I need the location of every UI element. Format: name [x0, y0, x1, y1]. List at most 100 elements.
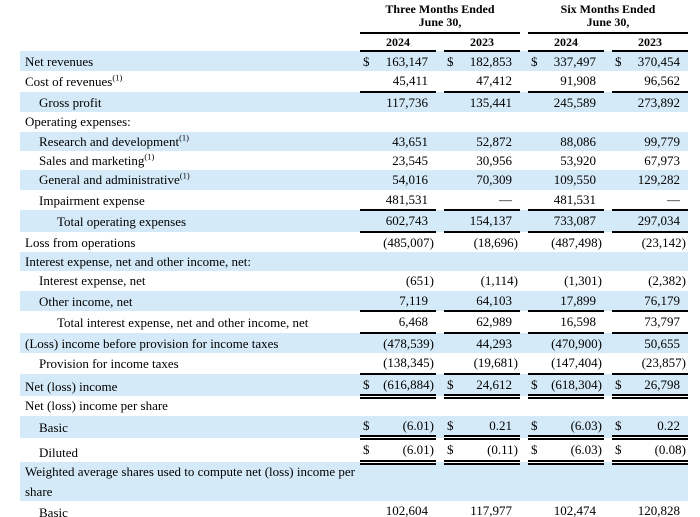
dollar-sign-cell: [612, 332, 626, 354]
amount-cell: 53,920: [560, 153, 596, 169]
column-gap: [604, 131, 612, 152]
dollar-sign-cell: [612, 290, 626, 313]
dollar-sign-cell: [528, 396, 542, 415]
dollar-sign-cell: [360, 151, 374, 170]
amount-cell: 16,598: [542, 311, 604, 334]
income-statement-table: Three Months Ended June 30, Six Months E…: [20, 3, 688, 517]
amount-cell: (19,681): [458, 353, 520, 375]
amount-cell: 17,899: [542, 290, 604, 313]
row-label-text: Operating expenses:: [25, 114, 131, 130]
amount-cell: 0.21: [458, 415, 520, 441]
dollar-sign-cell: [528, 252, 542, 272]
column-gap: [520, 3, 528, 33]
column-gap: [520, 210, 528, 232]
dollar-sign-cell: [444, 462, 458, 501]
column-gap: [520, 232, 528, 252]
table-row: Diluted $ (6.01) $ (0.11) $ (6.03) $ (0.08): [20, 437, 688, 465]
column-gap: [604, 501, 612, 517]
row-label: Net (loss) income per share: [20, 396, 360, 415]
column-gap: [604, 112, 612, 131]
table-row: Gross profit 117,736 135,441 245,589 273,892: [20, 91, 688, 113]
dollar-sign-cell: [444, 71, 458, 93]
column-gap: [520, 170, 528, 190]
row-label: Weighted average shares used to compute …: [20, 462, 360, 501]
footnote-ref: (1): [112, 73, 123, 84]
amount-cell: (138,345): [374, 353, 436, 375]
dollar-sign-cell: [528, 210, 542, 233]
row-label: Cost of revenues(1): [20, 71, 360, 91]
amount-cell: 120,828: [626, 500, 688, 517]
row-label-text: Loss from operations: [25, 234, 136, 250]
dollar-sign-cell: [360, 311, 374, 334]
dollar-sign-cell: [444, 151, 458, 170]
row-label-text: Provision for income taxes: [39, 356, 179, 372]
dollar-sign-cell: [444, 396, 458, 415]
amount-cell: (6.03): [542, 437, 604, 465]
amount-cell: (6.01): [374, 415, 436, 441]
dollar-sign-cell: [360, 462, 374, 501]
dollar-sign-cell: [360, 396, 374, 415]
dollar-sign-cell: [360, 71, 374, 93]
dollar-sign-cell: [528, 71, 542, 93]
amount-cell: (6.01): [374, 437, 436, 465]
column-gap: [436, 501, 444, 517]
column-gap: [520, 112, 528, 131]
row-label-text: Interest expense, net and other income, …: [25, 254, 251, 270]
dollar-sign-cell: [360, 290, 374, 313]
amount-cell: 135,441: [458, 91, 520, 113]
table-row: Other income, net 7,119 64,103 17,899 76,179: [20, 290, 688, 313]
amount-cell: (1,114): [480, 273, 518, 289]
dollar-sign-cell: [528, 232, 542, 252]
amount-cell: 50,655: [626, 332, 688, 354]
dollar-sign-cell: $: [444, 415, 458, 441]
dollar-sign-cell: [528, 353, 542, 375]
amount-cell: 481,531: [542, 189, 604, 212]
column-gap: [604, 210, 612, 232]
row-label: Net (loss) income: [20, 373, 360, 397]
dollar-sign-cell: [360, 189, 374, 212]
row-label-text: Other income, net: [39, 293, 133, 309]
amount-cell: 96,562: [626, 71, 688, 93]
column-gap: [520, 71, 528, 91]
table-row: Basic 102,604 117,977 102,474 120,828: [20, 500, 688, 517]
row-label: Research and development(1): [20, 131, 360, 152]
table-row: Total interest expense, net and other in…: [20, 311, 688, 334]
column-gap: [436, 332, 444, 354]
amount-cell: 297,034: [626, 210, 688, 233]
column-gap: [436, 51, 444, 72]
amount-cell: [626, 396, 688, 415]
row-label: Gross profit: [20, 91, 360, 113]
row-label: Other income, net: [20, 290, 360, 312]
row-label-text: Research and development: [39, 133, 180, 149]
header-group-row: Three Months Ended June 30, Six Months E…: [20, 3, 688, 34]
amount-cell: 7,119: [374, 290, 436, 313]
amount-cell: 129,282: [626, 170, 688, 190]
dollar-sign-cell: $: [612, 373, 626, 399]
amount-cell: 73,797: [626, 311, 688, 334]
amount-cell: (616,884): [374, 373, 436, 399]
dollar-sign-cell: $: [444, 437, 458, 465]
amount-cell: (470,900): [542, 332, 604, 354]
table-row: Loss from operations (485,007) (18,696) (48…: [20, 232, 688, 252]
row-label: Total interest expense, net and other in…: [20, 311, 360, 332]
table-row: General and administrative(1) 54,016 70,30…: [20, 170, 688, 190]
amount-cell: (485,007): [383, 234, 434, 250]
dollar-sign-cell: [360, 170, 374, 190]
amount-cell: (18,696): [473, 234, 518, 250]
amount-cell: 62,989: [458, 311, 520, 334]
row-label: Basic: [20, 501, 360, 517]
row-label-text: General and administrative: [39, 172, 180, 188]
year-header-3m-2023: 2023: [444, 33, 520, 52]
dollar-sign-cell: [612, 71, 626, 93]
table-row: (Loss) income before provision for incom…: [20, 332, 688, 354]
row-label-text: Basic: [39, 505, 68, 517]
dollar-sign-cell: [612, 189, 626, 212]
column-gap: [604, 353, 612, 373]
dollar-sign-cell: [444, 332, 458, 354]
row-label-text: Net revenues: [25, 54, 94, 69]
column-gap: [520, 311, 528, 332]
amount-cell: [374, 112, 436, 131]
amount-cell: 30,956: [476, 153, 512, 169]
row-label: Basic: [20, 415, 360, 438]
column-gap: [604, 396, 612, 415]
